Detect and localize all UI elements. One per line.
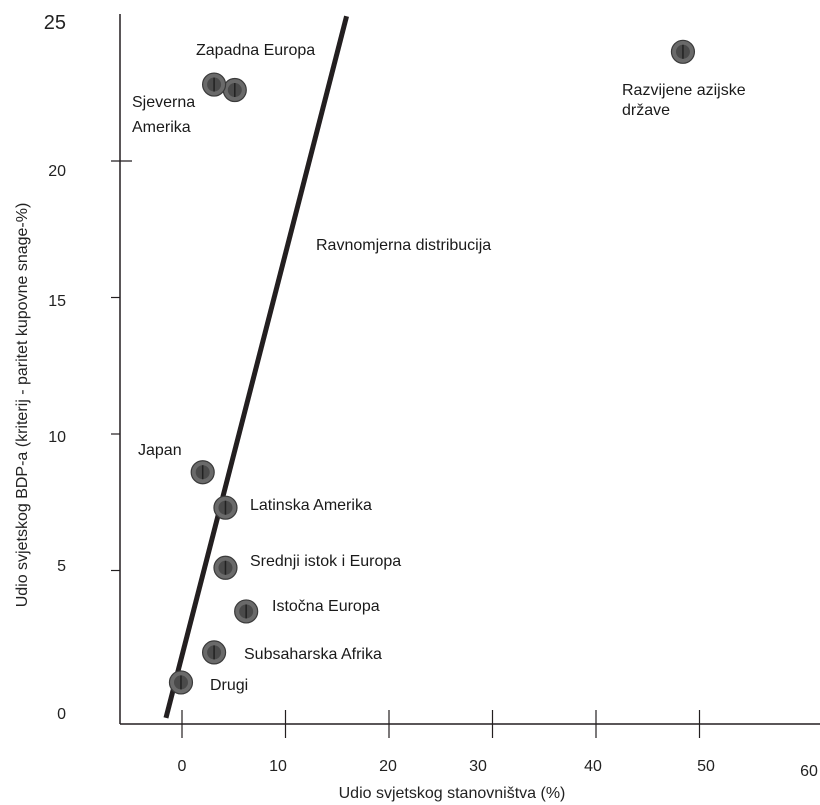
line-label: Ravnomjerna distribucija <box>316 237 491 254</box>
y-tick-label: 25 <box>44 12 66 34</box>
distribution-line-layer <box>163 15 349 719</box>
data-point <box>670 39 696 64</box>
point-label: Srednji istok i Europa <box>250 553 401 570</box>
ticks: 0 5 10 15 20 25 0 10 20 30 40 50 60 <box>44 12 818 780</box>
point-label: Istočna Europa <box>272 598 380 615</box>
x-tick-label: 40 <box>584 758 602 775</box>
point-label: Sjeverna <box>132 94 195 111</box>
data-point <box>213 495 238 520</box>
axes <box>119 14 820 725</box>
point-label: države <box>622 102 670 119</box>
y-tick-label: 10 <box>48 429 66 446</box>
x-tick-label: 0 <box>178 758 187 775</box>
y-tick-label: 15 <box>48 293 66 310</box>
data-point <box>234 599 259 624</box>
point-label: Razvijene azijske <box>622 82 746 99</box>
y-axis-label: Udio svjetskog BDP-a (kriterij - paritet… <box>14 203 31 608</box>
y-tick-label: 5 <box>57 558 66 575</box>
data-point <box>201 72 227 97</box>
distribution-line <box>163 15 349 719</box>
data-point <box>168 670 194 695</box>
x-tick-label: 30 <box>469 758 487 775</box>
x-tick-label: 20 <box>379 758 397 775</box>
x-tick-label: 10 <box>269 758 287 775</box>
point-label: Subsaharska Afrika <box>244 646 382 663</box>
x-tick-label: 60 <box>800 763 818 780</box>
x-axis-label: Udio svjetskog stanovništva (%) <box>339 785 566 802</box>
y-tick-label: 20 <box>48 163 66 180</box>
x-tick-label: 50 <box>697 758 715 775</box>
point-label: Drugi <box>210 677 248 694</box>
y-tick-label: 0 <box>57 706 66 723</box>
points-layer <box>168 39 696 695</box>
point-label: Zapadna Europa <box>196 42 315 59</box>
data-point <box>222 77 247 103</box>
point-label: Amerika <box>132 119 191 136</box>
data-point <box>201 640 227 665</box>
point-label: Latinska Amerika <box>250 497 372 514</box>
point-label: Japan <box>138 442 182 459</box>
labels-layer: Zapadna Europa Sjeverna Amerika Razvijene a… <box>132 42 746 694</box>
data-point <box>190 460 215 485</box>
data-point <box>213 555 238 580</box>
